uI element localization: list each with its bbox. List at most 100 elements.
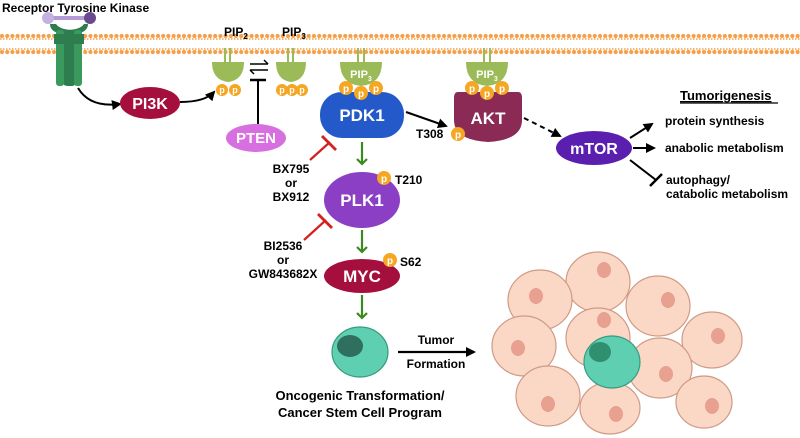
plk1-inhibitor-or: or: [277, 253, 289, 267]
akt-node: AKT: [454, 92, 522, 142]
t308-site-label: T308: [416, 127, 444, 141]
pdk1-node: PDK1: [320, 92, 404, 138]
svg-text:p: p: [499, 84, 505, 95]
membrane-lipid-head: [166, 49, 171, 55]
myc-node: MYC: [324, 259, 400, 293]
membrane-lipid-head: [603, 33, 608, 39]
membrane-lipid-head: [124, 33, 129, 39]
membrane-lipid-head: [395, 33, 400, 39]
membrane-lipid-head: [395, 49, 400, 55]
membrane-lipid-head: [639, 49, 644, 55]
membrane-lipid-head: [571, 33, 577, 39]
membrane-lipid-head: [379, 33, 384, 39]
membrane-lipid-head: [135, 33, 140, 39]
membrane-lipid-head: [207, 49, 213, 55]
membrane-lipid-head: [478, 33, 483, 39]
membrane-lipid-head: [254, 49, 259, 55]
membrane-lipid-head: [540, 33, 545, 39]
membrane-lipid-head: [317, 49, 322, 55]
akt-phospho-3: p: [495, 81, 509, 95]
myc-label: MYC: [343, 267, 381, 286]
membrane-lipid-head: [202, 49, 207, 55]
membrane-lipid-head: [405, 49, 410, 55]
membrane-lipid-head: [197, 33, 202, 39]
membrane-lipid-head: [176, 33, 181, 39]
membrane-lipid-head: [727, 49, 733, 55]
membrane-lipid-head: [587, 49, 592, 55]
membrane-lipid-head: [88, 33, 93, 39]
akt-label: AKT: [471, 109, 507, 128]
membrane-lipid-head: [140, 49, 145, 55]
membrane-lipid-head: [119, 33, 124, 39]
membrane-lipid-head: [306, 49, 311, 55]
membrane-lipid-head: [10, 49, 15, 55]
membrane-lipid-head: [15, 33, 20, 39]
pi3k-label: PI3K: [132, 96, 168, 113]
membrane-lipid-head: [270, 49, 275, 55]
membrane-lipid-head: [701, 33, 707, 39]
membrane-lipid-head: [592, 49, 597, 55]
membrane-lipid-head: [738, 33, 743, 39]
membrane-lipid-head: [369, 33, 374, 39]
membrane-lipid-head: [25, 49, 31, 55]
pdk1-label: PDK1: [339, 106, 384, 125]
membrane-lipid-head: [436, 49, 441, 55]
membrane-lipid-head: [93, 49, 98, 55]
membrane-lipid-head: [343, 33, 348, 39]
membrane-lipid-head: [119, 49, 124, 55]
membrane-lipid-head: [618, 49, 623, 55]
output-protein-synthesis: protein synthesis: [665, 114, 765, 128]
membrane-lipid-head: [759, 49, 764, 55]
akt-pip3-label: PIP3: [476, 69, 498, 83]
membrane-lipid-head: [483, 33, 488, 39]
pdk1-inhibitor-1: BX795: [273, 162, 310, 176]
membrane-lipid-head: [265, 33, 270, 39]
formation-label: Formation: [407, 357, 466, 371]
membrane-lipid-head: [275, 49, 280, 55]
membrane-lipid-head: [0, 33, 5, 39]
membrane-lipid-head: [644, 49, 649, 55]
membrane-lipid-head: [712, 49, 717, 55]
membrane-lipid-head: [701, 49, 707, 55]
membrane-lipid-head: [509, 49, 514, 55]
transformation-caption-line2: Cancer Stem Cell Program: [278, 405, 442, 420]
cell-membrane: [0, 33, 800, 55]
membrane-lipid-head: [571, 49, 577, 55]
tumorigenesis-title: Tumorigenesis: [680, 88, 772, 103]
membrane-lipid-head: [608, 49, 613, 55]
membrane-lipid-head: [779, 33, 785, 39]
membrane-lipid-head: [358, 33, 363, 39]
arrow-pi3k-to-pip2: [179, 90, 216, 103]
membrane-lipid-head: [348, 49, 353, 55]
membrane-lipid-head: [415, 33, 421, 39]
membrane-lipid-head: [540, 49, 545, 55]
membrane-lipid-head: [228, 33, 233, 39]
membrane-lipid-head: [181, 33, 187, 39]
membrane-lipid-head: [509, 33, 514, 39]
membrane-lipid-head: [644, 33, 649, 39]
membrane-lipid-head: [623, 33, 629, 39]
membrane-lipid-head: [493, 33, 499, 39]
membrane-lipid-head: [51, 49, 57, 55]
membrane-lipid-head: [358, 49, 363, 55]
cancer-stem-cell-icon: [331, 326, 389, 378]
akt-phospho-1: p: [465, 81, 479, 95]
membrane-lipid-head: [410, 49, 415, 55]
membrane-lipid-head: [36, 33, 41, 39]
membrane-lipid-head: [36, 49, 41, 55]
membrane-lipid-head: [343, 49, 348, 55]
membrane-lipid-head: [233, 49, 239, 55]
membrane-lipid-head: [785, 49, 790, 55]
membrane-lipid-head: [337, 49, 343, 55]
membrane-lipid-head: [41, 49, 46, 55]
membrane-lipid-head: [171, 33, 176, 39]
membrane-lipid-head: [109, 49, 114, 55]
membrane-lipid-head: [447, 33, 452, 39]
membrane-lipid-head: [452, 49, 457, 55]
membrane-lipid-head: [774, 49, 779, 55]
membrane-lipid-head: [166, 33, 171, 39]
svg-text:p: p: [219, 85, 225, 95]
membrane-lipid-head: [696, 49, 701, 55]
pdk1-phospho-1: p: [339, 81, 353, 95]
inhibit-pdk1: [309, 141, 331, 161]
